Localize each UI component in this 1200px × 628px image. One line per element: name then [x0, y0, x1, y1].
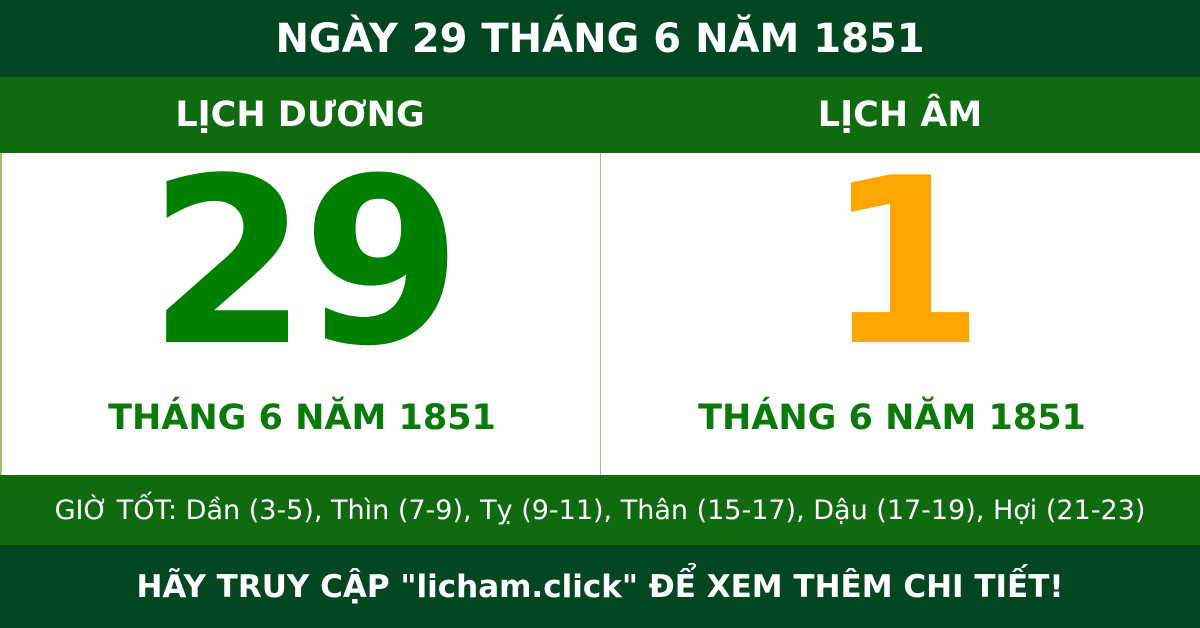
footer-cta: HÃY TRUY CẬP "licham.click" ĐỂ XEM THÊM … [0, 545, 1200, 628]
page-title: NGÀY 29 THÁNG 6 NĂM 1851 [0, 0, 1200, 77]
solar-month-year: THÁNG 6 NĂM 1851 [108, 398, 496, 438]
lunar-day: 1 [824, 129, 985, 397]
calendar-headers: LỊCH DƯƠNG LỊCH ÂM [0, 77, 1200, 153]
divider [600, 153, 601, 475]
solar-label: LỊCH DƯƠNG [175, 95, 425, 135]
lunar-label: LỊCH ÂM [817, 95, 983, 135]
lunar-month-year: THÁNG 6 NĂM 1851 [698, 398, 1086, 438]
good-hours: GIỜ TỐT: Dần (3-5), Thìn (7-9), Tỵ (9-11… [0, 475, 1200, 545]
solar-day: 29 [147, 129, 462, 397]
